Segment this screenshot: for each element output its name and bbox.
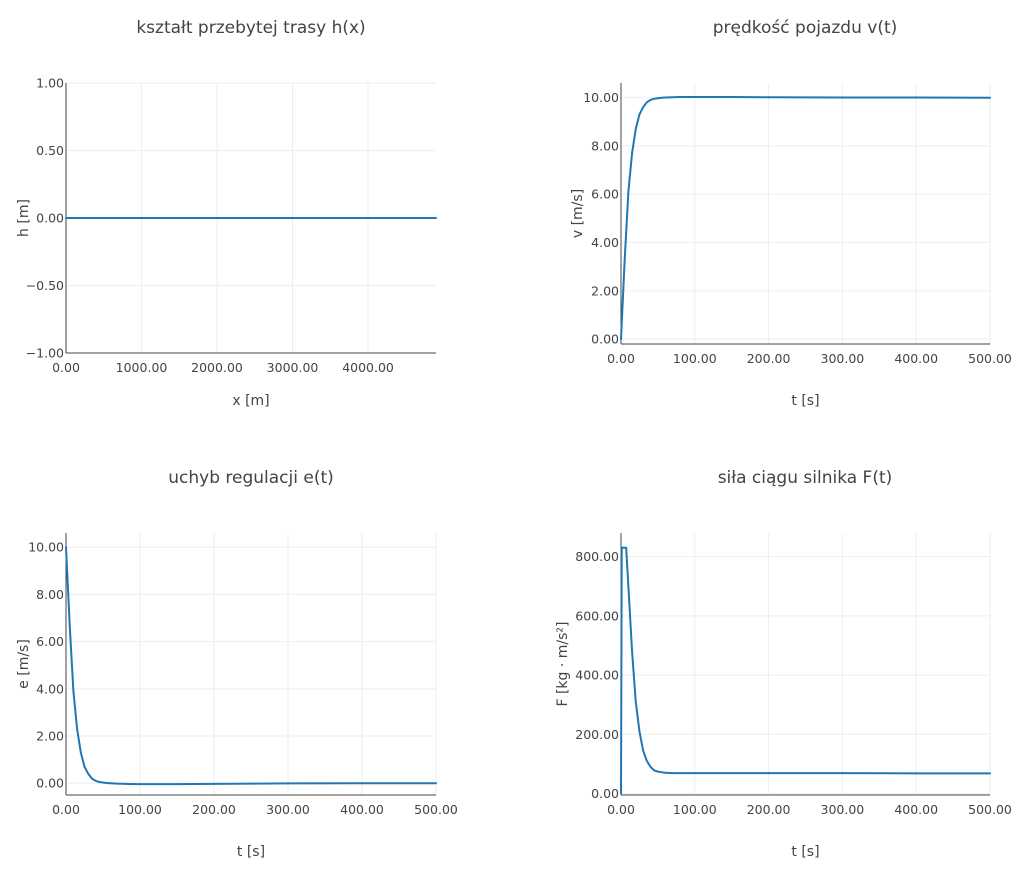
x-tick-label: 0.00 (52, 802, 80, 817)
y-tick-label: 0.00 (591, 332, 619, 347)
x-tick-label: 200.00 (747, 351, 791, 366)
series-line (620, 546, 991, 795)
y-axis-label: v [m/s] (570, 189, 586, 238)
chart-title: siła ciągu silnika F(t) (718, 468, 893, 488)
series-line (65, 546, 437, 786)
x-axis-label: t [s] (791, 393, 819, 409)
x-tick-label: 3000.00 (267, 360, 319, 375)
y-tick-label: 0.00 (36, 776, 64, 791)
x-tick-label: 100.00 (118, 802, 162, 817)
x-tick-label: 400.00 (894, 351, 938, 366)
x-tick-label: 4000.00 (342, 360, 394, 375)
x-tick-label: 400.00 (894, 802, 938, 817)
y-tick-label: 6.00 (591, 187, 619, 202)
y-tick-label: 200.00 (575, 727, 619, 742)
x-tick-label: 1000.00 (116, 360, 168, 375)
y-tick-label: 8.00 (591, 138, 619, 153)
y-tick-label: 2.00 (591, 283, 619, 298)
y-tick-label: 0.00 (36, 211, 64, 226)
y-axis-label: h [m] (16, 199, 32, 237)
chart-title: prędkość pojazdu v(t) (713, 18, 898, 38)
x-tick-label: 300.00 (821, 351, 865, 366)
y-tick-label: 4.00 (36, 681, 64, 696)
chart-title: kształt przebytej trasy h(x) (136, 18, 365, 38)
x-tick-label: 2000.00 (191, 360, 243, 375)
subplot-route-shape: 0.00 1000.00 2000.00 3000.00 4000.00 −1.00 −0.… (16, 18, 437, 409)
x-tick-label: 500.00 (414, 802, 458, 817)
subplot-engine-thrust: 0.00 100.00 200.00 300.00 400.00 500.00 0.00 20… (555, 468, 1012, 860)
y-tick-label: 0.00 (591, 786, 619, 801)
x-axis-label: x [m] (232, 393, 269, 409)
y-tick-label: 10.00 (28, 540, 64, 555)
chart-title: uchyb regulacji e(t) (168, 468, 334, 488)
x-tick-label: 0.00 (52, 360, 80, 375)
y-tick-label: 2.00 (36, 728, 64, 743)
x-axis-label: t [s] (791, 844, 819, 860)
y-tick-label: 6.00 (36, 634, 64, 649)
x-tick-label: 100.00 (673, 351, 717, 366)
y-tick-label: 0.50 (36, 143, 64, 158)
x-tick-label: 100.00 (673, 802, 717, 817)
y-tick-label: 10.00 (583, 90, 619, 105)
y-axis-label: F [kg · m/s²] (555, 621, 571, 706)
series-line (620, 96, 991, 341)
x-tick-label: 200.00 (747, 802, 791, 817)
x-tick-label: 200.00 (192, 802, 236, 817)
x-tick-label: 500.00 (968, 351, 1012, 366)
x-tick-label: 400.00 (340, 802, 384, 817)
y-tick-label: −0.50 (26, 278, 64, 293)
x-tick-label: 300.00 (821, 802, 865, 817)
y-tick-label: 4.00 (591, 235, 619, 250)
x-tick-label: 500.00 (968, 802, 1012, 817)
subplot-control-error: 0.00 100.00 200.00 300.00 400.00 500.00 0.00 2.… (16, 468, 458, 860)
y-tick-label: −1.00 (26, 346, 64, 361)
subplot-vehicle-speed: 0.00 100.00 200.00 300.00 400.00 500.00 0.00 2.… (570, 18, 1012, 409)
x-axis-label: t [s] (237, 844, 265, 860)
y-tick-label: 8.00 (36, 587, 64, 602)
y-tick-label: 1.00 (36, 76, 64, 91)
y-tick-label: 600.00 (575, 608, 619, 623)
x-tick-label: 0.00 (607, 351, 635, 366)
y-axis-label: e [m/s] (16, 639, 32, 689)
x-tick-label: 0.00 (607, 802, 635, 817)
x-tick-label: 300.00 (266, 802, 310, 817)
y-tick-label: 800.00 (575, 549, 619, 564)
y-tick-label: 400.00 (575, 668, 619, 683)
